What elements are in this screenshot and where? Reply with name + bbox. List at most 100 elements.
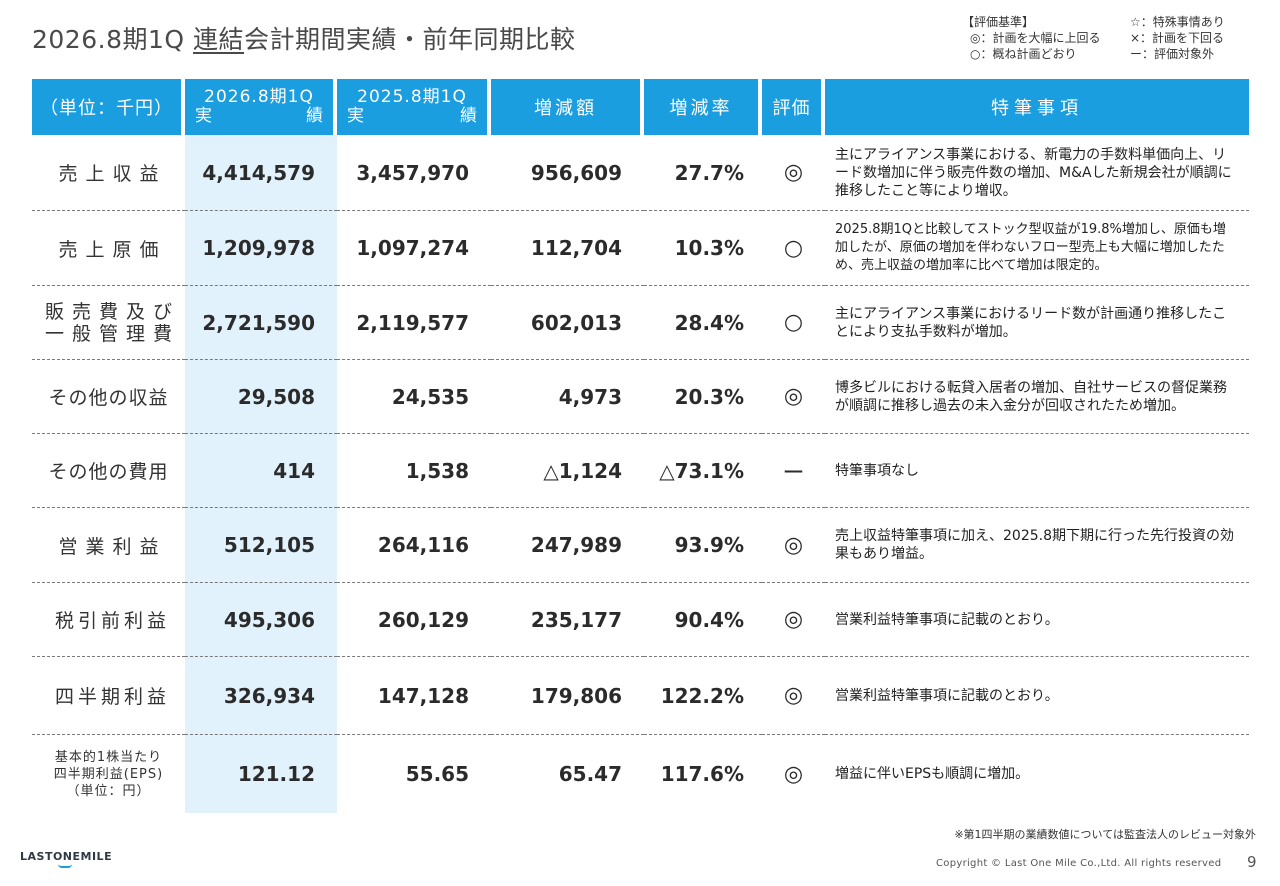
change-value: 112,704	[491, 211, 644, 286]
row-label-line: 四半期利益(EPS)	[53, 766, 164, 782]
legend-item: ー：評価対象外	[1130, 47, 1215, 61]
prior-value: 147,128	[337, 657, 491, 735]
row-label: 販売費及び 一般管理費	[32, 286, 185, 360]
table-row: その他の収益 29,508 24,535 4,973 20.3% ◎ 博多ビルに…	[32, 360, 1249, 434]
rate-value: △73.1%	[644, 434, 762, 508]
row-label-line: 一般管理費	[44, 322, 180, 345]
note-text: 営業利益特筆事項に記載のとおり。	[825, 583, 1249, 657]
rate-value: 27.7%	[644, 135, 762, 211]
change-value: △1,124	[491, 434, 644, 508]
title-prefix: 2026.8期1Q	[32, 25, 185, 54]
row-label: 売上収益	[32, 135, 185, 211]
row-label: 四半期利益	[32, 657, 185, 735]
change-value: 602,013	[491, 286, 644, 360]
logo-arc-icon	[58, 864, 72, 868]
current-value: 414	[185, 434, 337, 508]
table-row: 売上原価 1,209,978 1,097,274 112,704 10.3% ○…	[32, 211, 1249, 286]
legend-heading: 【評価基準】	[962, 15, 1035, 29]
table-row: 基本的1株当たり 四半期利益(EPS) （単位：円） 121.12 55.65 …	[32, 735, 1249, 813]
legend-item: ○：概ね計画どおり	[970, 47, 1077, 61]
current-value: 512,105	[185, 508, 337, 583]
header-rate: 増減率	[644, 79, 762, 135]
rate-value: 28.4%	[644, 286, 762, 360]
change-value: 956,609	[491, 135, 644, 211]
title-underlined: 連結	[193, 25, 245, 54]
legend-item: ☆：特殊事情あり	[1130, 15, 1225, 29]
page-title: 2026.8期1Q 連結会計期間実績・前年同期比較	[32, 20, 576, 56]
header-notes: 特筆事項	[825, 79, 1249, 135]
prior-value: 2,119,577	[337, 286, 491, 360]
current-value: 29,508	[185, 360, 337, 434]
legend-item: ◎：計画を大幅に上回る	[970, 31, 1101, 45]
header-current-seki: 績	[306, 106, 323, 126]
row-label: その他の収益	[32, 360, 185, 434]
table-row: その他の費用 414 1,538 △1,124 △73.1% ー 特筆事項なし	[32, 434, 1249, 508]
change-value: 235,177	[491, 583, 644, 657]
prior-value: 1,097,274	[337, 211, 491, 286]
header-eval: 評価	[762, 79, 825, 135]
prior-value: 55.65	[405, 762, 469, 786]
rate-value: 90.4%	[644, 583, 762, 657]
prior-value: 3,457,970	[337, 135, 491, 211]
current-value: 121.12	[185, 735, 337, 813]
note-text: 特筆事項なし	[825, 434, 1249, 508]
row-label: 基本的1株当たり 四半期利益(EPS) （単位：円）	[32, 735, 185, 813]
eval-mark: ◎	[783, 761, 804, 787]
rate-value: 122.2%	[644, 657, 762, 735]
row-label: 売上原価	[32, 211, 185, 286]
title-suffix: 会計期間実績・前年同期比較	[244, 25, 576, 54]
prior-value: 1,538	[337, 434, 491, 508]
logo-text: LASTONEMILE	[20, 850, 113, 863]
eval-mark: ○	[762, 286, 825, 360]
header-current-ji: 実	[195, 106, 212, 126]
change-value: 179,806	[491, 657, 644, 735]
prior-value: 264,116	[337, 508, 491, 583]
change-value: 4,973	[491, 360, 644, 434]
table-row: 税引前利益 495,306 260,129 235,177 90.4% ◎ 営業…	[32, 583, 1249, 657]
note-text: 博多ビルにおける転貸入居者の増加、自社サービスの督促業務が順調に推移し過去の未入…	[825, 360, 1249, 434]
current-value: 4,414,579	[185, 135, 337, 211]
row-label: 税引前利益	[32, 583, 185, 657]
change-value: 65.47	[558, 762, 622, 786]
eval-mark: ○	[762, 211, 825, 286]
results-table: （単位：千円） 2026.8期1Q 実 績 2025.8期1Q 実 績 増減額 増減…	[32, 79, 1249, 813]
header-unit: （単位：千円）	[32, 79, 185, 135]
company-logo: LASTONEMILE	[20, 850, 112, 868]
note-text: 主にアライアンス事業におけるリード数が計画通り推移したことにより支払手数料が増加…	[825, 286, 1249, 360]
table-row: 販売費及び 一般管理費 2,721,590 2,119,577 602,013 …	[32, 286, 1249, 360]
row-label: その他の費用	[32, 434, 185, 508]
rate-value: 10.3%	[644, 211, 762, 286]
row-label-line: 基本的1株当たり	[54, 749, 163, 765]
header-prior-ji: 実	[347, 106, 364, 126]
header-change: 増減額	[491, 79, 644, 135]
rate-value: 93.9%	[644, 508, 762, 583]
page-number: 9	[1247, 853, 1257, 871]
header-prior-seki: 績	[460, 106, 477, 126]
eval-mark: ー	[762, 434, 825, 508]
note-text: 営業利益特筆事項に記載のとおり。	[825, 657, 1249, 735]
prior-value: 260,129	[337, 583, 491, 657]
row-label-line: （単位：円）	[66, 783, 151, 799]
eval-mark: ◎	[762, 360, 825, 434]
header-row: （単位：千円） 2026.8期1Q 実 績 2025.8期1Q 実 績 増減額 増減…	[32, 79, 1249, 135]
note-text: 2025.8期1Qと比較してストック型収益が19.8%増加し、原価も増加したが、…	[825, 211, 1249, 286]
rate-value: 117.6%	[660, 762, 744, 786]
prior-value: 24,535	[337, 360, 491, 434]
header-current: 2026.8期1Q 実 績	[185, 79, 337, 135]
note-text: 増益に伴いEPSも順調に増加。	[835, 766, 1030, 782]
legend-item: ×：計画を下回る	[1130, 31, 1225, 45]
table-row: 営業利益 512,105 264,116 247,989 93.9% ◎ 売上収…	[32, 508, 1249, 583]
eval-mark: ◎	[762, 508, 825, 583]
header-prior-period: 2025.8期1Q	[357, 87, 467, 107]
eval-mark: ◎	[762, 583, 825, 657]
footnote: ※第1四半期の業績数値については監査法人のレビュー対象外	[954, 828, 1256, 841]
header-prior: 2025.8期1Q 実 績	[337, 79, 491, 135]
row-label: 営業利益	[32, 508, 185, 583]
current-value: 326,934	[185, 657, 337, 735]
copyright: Copyright © Last One Mile Co.,Ltd. All r…	[936, 858, 1222, 869]
change-value: 247,989	[491, 508, 644, 583]
current-value: 495,306	[185, 583, 337, 657]
current-value: 1,209,978	[185, 211, 337, 286]
table-row: 売上収益 4,414,579 3,457,970 956,609 27.7% ◎…	[32, 135, 1249, 211]
rate-value: 20.3%	[644, 360, 762, 434]
